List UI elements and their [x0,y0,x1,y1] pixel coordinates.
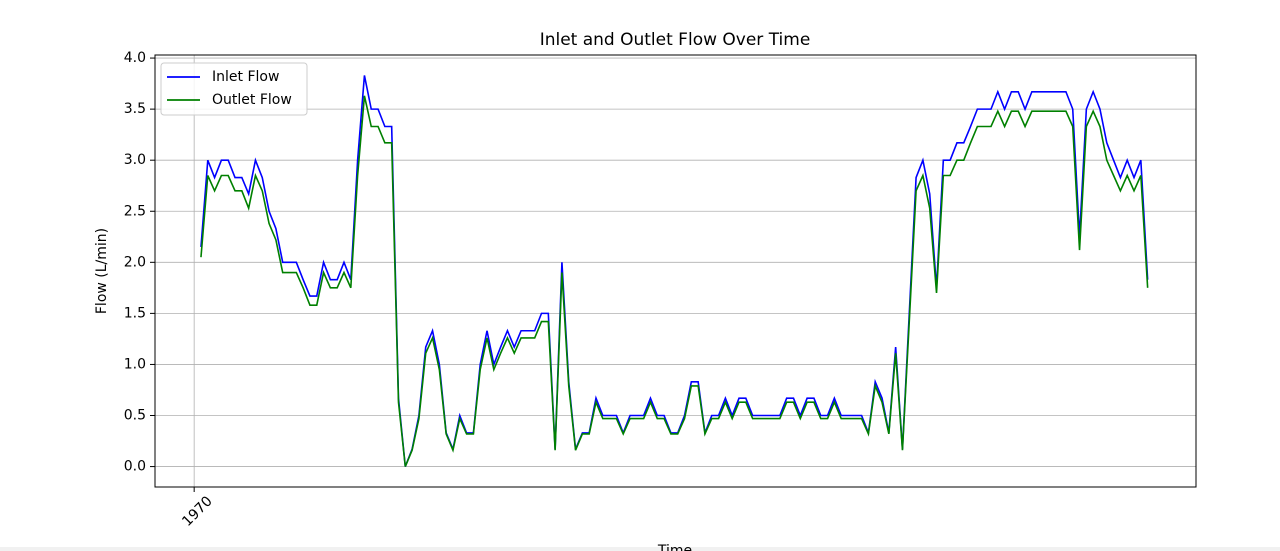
y-tick-label: 2.0 [124,254,146,270]
y-tick-label: 3.0 [124,152,146,168]
series-line [200,75,1149,467]
y-axis-label: Flow (L/min) [94,228,110,314]
legend-label: Inlet Flow [212,69,279,85]
legend-label: Outlet Flow [212,92,292,108]
series-line [200,95,1149,467]
y-tick-label: 0.5 [124,408,146,424]
axes-frame [154,54,1197,488]
y-tick-label: 1.0 [124,356,146,372]
y-tick-label: 1.5 [124,305,146,321]
window-edge [0,547,1280,551]
x-tick-label: 1970 [179,493,216,530]
legend-box [160,62,308,116]
y-tick-label: 2.5 [124,203,146,219]
y-tick-label: 0.0 [124,459,146,475]
y-tick-label: 3.5 [124,101,146,117]
y-tick-label: 4.0 [124,50,146,66]
x-axis-label: Time [657,543,692,551]
chart-title: Inlet and Outlet Flow Over Time [540,30,811,50]
